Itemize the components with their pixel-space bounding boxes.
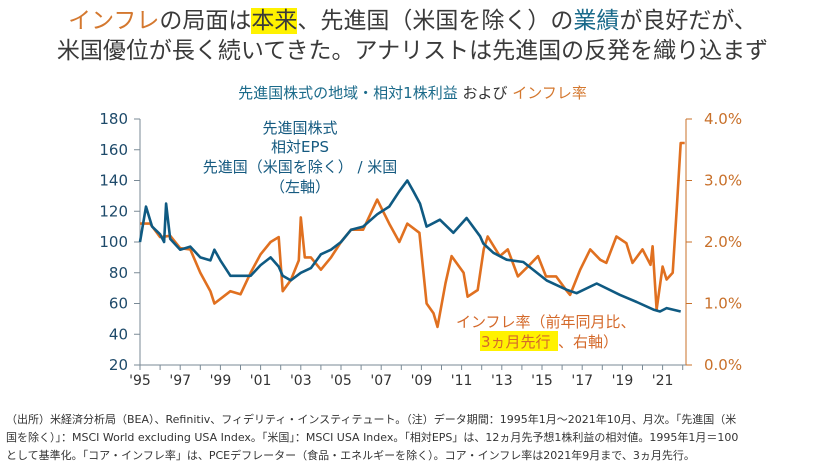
left-tick-label: 160 <box>99 141 128 159</box>
left-tick-label: 100 <box>99 233 128 251</box>
inflation-annotation-highlight: 3ヵ月先行 <box>481 333 551 351</box>
x-tick-label: '03 <box>290 373 312 389</box>
left-tick-label: 20 <box>109 356 128 374</box>
x-tick-label: '11 <box>451 373 473 389</box>
right-tick-label: 4.0% <box>704 110 742 128</box>
x-tick-label: '05 <box>330 373 352 389</box>
chart-title-eps: 先進国株式の地域・相対1株利益 <box>238 84 458 102</box>
footnote-line: （出所）米経済分析局（BEA）、Refinitiv、フィデリティ・インスティテュ… <box>6 413 737 426</box>
left-tick-label: 180 <box>99 110 128 128</box>
footnote-line: として基準化。「コア・インフレ率」は、PCEデフレーター（食品・エネルギーを除く… <box>6 449 695 462</box>
highlight-mark <box>480 331 558 351</box>
x-tick-label: '09 <box>411 373 433 389</box>
inflation-series-line <box>140 141 685 329</box>
left-tick-label: 140 <box>99 172 128 190</box>
headline-segment: 業績 <box>573 8 620 34</box>
left-tick-label: 40 <box>109 325 128 343</box>
eps-series-line <box>138 179 682 313</box>
right-tick-label: 0.0% <box>704 356 742 374</box>
inflation-annotation-line1: インフレ率（前年同月比、 <box>456 313 636 331</box>
left-tick-label: 60 <box>109 295 128 313</box>
x-tick-label: '19 <box>612 373 634 389</box>
footnote: （出所）米経済分析局（BEA）、Refinitiv、フィデリティ・インスティテュ… <box>6 411 821 465</box>
chart-title: 先進国株式の地域・相対1株利益 および インフレ率 <box>0 82 825 103</box>
eps-annotation-line: 相対EPS <box>271 138 329 156</box>
chart-title-inflation: インフレ率 <box>512 84 587 102</box>
x-tick-label: '01 <box>250 373 272 389</box>
chart-title-and: および <box>457 84 513 102</box>
right-tick-label: 1.0% <box>704 295 742 313</box>
headline-segment: が良好だが、 <box>619 8 757 34</box>
x-tick-label: '95 <box>129 373 151 389</box>
headline-line-2: 米国優位が長く続いてきた。アナリストは先進国の反発を織り込まず <box>56 38 769 64</box>
chart: 180 160 140 120 100 80 60 40 20 4.0% 3.0% 2.0% 1.0% 0… <box>99 110 742 389</box>
x-tick-label: '07 <box>370 373 392 389</box>
left-tick-label: 80 <box>109 264 128 282</box>
inflation-annotation-rest: 、右軸） <box>558 333 618 351</box>
headline-segment: の局面は <box>159 8 252 34</box>
eps-annotation-line: （左軸） <box>270 178 330 196</box>
left-tick-label: 120 <box>99 202 128 220</box>
x-tick-label: '17 <box>571 373 593 389</box>
eps-annotation: 先進国株式 相対EPS 先進国（米国を除く） / 米国 （左軸） <box>203 119 398 196</box>
x-tick-label: '13 <box>491 373 513 389</box>
right-tick-label: 2.0% <box>704 233 742 251</box>
footnote-line: 国を除く）」：MSCI World excluding USA Index。「米… <box>6 431 739 444</box>
headline-segment: 本来 <box>251 8 298 34</box>
x-tick-label: '97 <box>169 373 191 389</box>
x-tick-label: '21 <box>652 373 674 389</box>
eps-annotation-line: 先進国株式 <box>262 119 337 137</box>
inflation-annotation: インフレ率（前年同月比、 3ヵ月先行 、右軸） <box>456 313 636 351</box>
x-tick-label: '15 <box>531 373 553 389</box>
headline-segment: 、先進国（米国を除く）の <box>297 8 574 34</box>
x-tick-label: '99 <box>210 373 232 389</box>
right-tick-label: 3.0% <box>704 172 742 190</box>
headline-line-1: インフレの局面は本来、先進国（米国を除く）の業績が良好だが、 <box>0 6 825 36</box>
eps-annotation-line: 先進国（米国を除く） / 米国 <box>203 158 398 176</box>
headline-segment: インフレ <box>68 8 160 34</box>
